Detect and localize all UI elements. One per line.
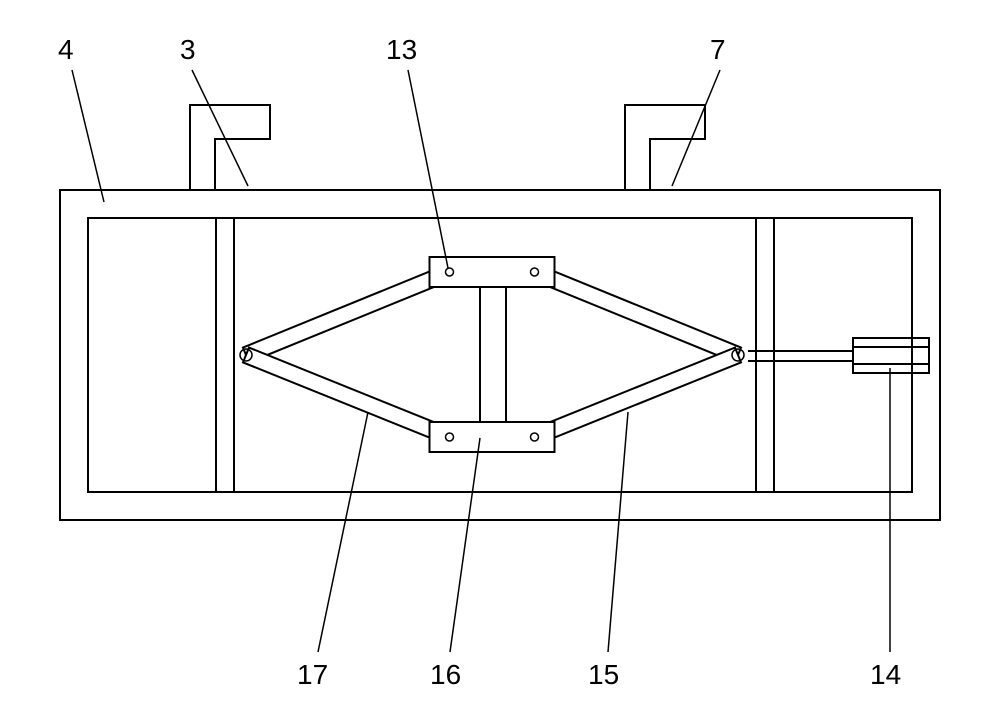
label-14: 14 [870,659,901,690]
label-7: 7 [710,34,726,65]
label-16: 16 [430,659,461,690]
label-13: 13 [386,34,417,65]
label-3: 3 [180,34,196,65]
mechanical-diagram: 4 3 13 7 17 16 15 14 [0,0,1000,719]
label-15: 15 [588,659,619,690]
label-17: 17 [297,659,328,690]
label-4: 4 [58,34,74,65]
